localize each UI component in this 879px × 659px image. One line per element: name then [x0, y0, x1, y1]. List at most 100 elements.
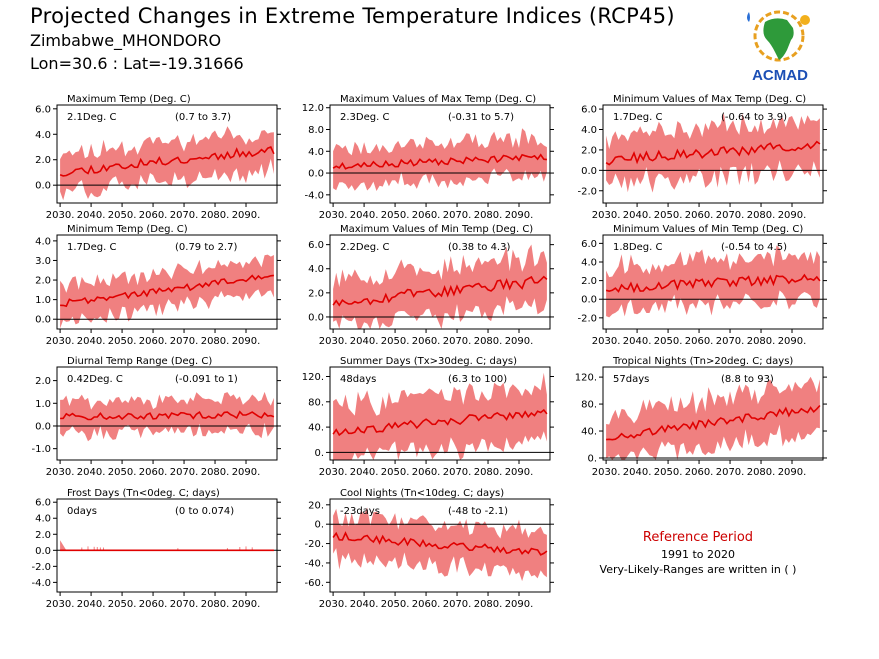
x-tick-label: 2080. [474, 336, 503, 347]
y-tick-label: 8.0 [308, 125, 324, 136]
likely-range-label: (8.8 to 93) [721, 374, 774, 385]
y-tick-label: 2.0 [35, 376, 51, 387]
y-tick-label: 0.0 [581, 295, 597, 306]
y-tick-label: 2.0 [35, 276, 51, 287]
y-tick-label: -2.0 [577, 313, 597, 324]
y-tick-label: -4.0 [304, 190, 324, 201]
x-tick-label: 2090. [232, 599, 261, 610]
y-tick-label: 0.0 [35, 421, 51, 432]
x-tick-label: 2080. [201, 599, 230, 610]
y-tick-label: -1.0 [31, 444, 51, 455]
x-tick-label: 2070. [716, 467, 745, 478]
chart-panel: 6.0 4.0 2.0 0.0 -2.0 2030. 2040. 2050. 2060. 2070… [577, 224, 827, 347]
x-tick-label: 2050. [381, 210, 410, 221]
mean-change-label: 1.8Deg. C [613, 242, 662, 253]
chart-title: Maximum Temp (Deg. C) [67, 94, 191, 105]
x-tick-label: 2050. [654, 467, 683, 478]
x-tick-label: 2030. [319, 210, 348, 221]
x-tick-label: 2090. [505, 599, 534, 610]
y-tick-label: 0. [314, 520, 324, 531]
page-title: Projected Changes in Extreme Temperature… [30, 4, 675, 28]
y-tick-label: 0.0 [35, 181, 51, 192]
chart-panel: 120. 80. 40. 0. 2030. 2040. 2050. 2060. 2070. 208… [575, 356, 827, 478]
chart-panel: 6.0 4.0 2.0 0.0 2030. 2040. 2050. 2060. 2070. 208… [35, 94, 281, 221]
x-tick-label: 2070. [170, 210, 199, 221]
y-tick-label: 2.0 [35, 155, 51, 166]
plot-frame [329, 234, 551, 330]
x-tick-label: 2090. [232, 210, 261, 221]
y-tick-label: 0. [587, 453, 597, 464]
x-tick-label: 2080. [474, 210, 503, 221]
x-tick-label: 2050. [381, 336, 410, 347]
likely-range-label: (-48 to -2.1) [448, 506, 508, 517]
x-tick-label: 2090. [505, 467, 534, 478]
chart-panel: 120. 80. 40. 0. 2030. 2040. 2050. 2060. 2070. 208… [302, 356, 554, 478]
x-tick-label: 2060. [139, 599, 168, 610]
mean-change-label: -23days [340, 506, 380, 517]
chart-title: Minimum Temp (Deg. C) [67, 224, 188, 235]
logo-text: ACMAD [752, 67, 808, 84]
y-tick-label: 6.0 [35, 104, 51, 115]
x-tick-label: 2090. [505, 336, 534, 347]
x-tick-label: 2040. [77, 599, 106, 610]
y-tick-label: 2.0 [35, 530, 51, 541]
chart-title: Cool Nights (Tn<10deg. C; days) [340, 488, 504, 499]
x-tick-label: 2030. [319, 336, 348, 347]
y-tick-label: 120. [575, 373, 597, 384]
x-tick-label: 2040. [77, 336, 106, 347]
y-tick-label: -40. [304, 558, 324, 569]
mean-series-line [332, 153, 548, 170]
y-tick-label: 120. [302, 372, 324, 383]
x-tick-label: 2070. [170, 599, 199, 610]
mean-series-line [605, 140, 821, 166]
x-tick-label: 2050. [108, 599, 137, 610]
range-spike [60, 540, 67, 551]
x-tick-label: 2060. [139, 336, 168, 347]
y-tick-label: 12.0 [302, 103, 324, 114]
likely-range-label: (6.3 to 100) [448, 374, 507, 385]
likely-range-label: (-0.54 to 4.5) [721, 242, 787, 253]
location-name: Zimbabwe_MHONDORO [30, 31, 222, 50]
likely-range-label: (0.7 to 3.7) [175, 112, 231, 123]
y-tick-label: -2.0 [31, 562, 51, 573]
y-tick-label: 40. [308, 423, 324, 434]
y-tick-label: 2.0 [581, 276, 597, 287]
x-tick-label: 2030. [592, 336, 621, 347]
plot-frame [602, 104, 824, 204]
x-tick-label: 2040. [623, 336, 652, 347]
mean-change-label: 1.7Deg. C [67, 242, 116, 253]
africa-map-icon [747, 10, 810, 62]
mean-change-label: 0.42Deg. C [67, 374, 123, 385]
likely-range-label: (-0.31 to 5.7) [448, 112, 514, 123]
x-tick-label: 2060. [412, 599, 441, 610]
x-tick-label: 2060. [685, 210, 714, 221]
plot-frame [56, 498, 278, 593]
x-tick-label: 2070. [443, 336, 472, 347]
plot-frame [329, 104, 551, 204]
y-tick-label: 4.0 [35, 514, 51, 525]
x-tick-label: 2070. [716, 210, 745, 221]
y-tick-label: 2.0 [581, 145, 597, 156]
x-tick-label: 2030. [319, 599, 348, 610]
x-tick-label: 2070. [170, 336, 199, 347]
x-tick-label: 2040. [623, 467, 652, 478]
mean-series-line [605, 273, 821, 294]
likely-range-label: (-0.64 to 3.9) [721, 112, 787, 123]
chart-panel: 12.0 8.0 4.0 0.0 -4.0 2030. 2040. 2050. 2060. 207… [302, 94, 554, 221]
x-tick-label: 2040. [350, 467, 379, 478]
likely-range-label: (0.79 to 2.7) [175, 242, 237, 253]
y-tick-label: 4.0 [308, 264, 324, 275]
x-tick-label: 2090. [778, 467, 807, 478]
reference-title: Reference Period [642, 530, 754, 545]
x-tick-label: 2050. [654, 210, 683, 221]
y-tick-label: 40. [581, 427, 597, 438]
mean-change-label: 0days [67, 506, 97, 517]
x-tick-label: 2070. [716, 336, 745, 347]
x-tick-label: 2030. [46, 599, 75, 610]
chart-title: Frost Days (Tn<0deg. C; days) [67, 488, 220, 499]
x-tick-label: 2070. [170, 467, 199, 478]
y-tick-label: 6.0 [581, 105, 597, 116]
chart-panel: 6.0 4.0 2.0 0.0 2030. 2040. 2050. 2060. 2070. 208… [308, 224, 554, 347]
x-tick-label: 2040. [350, 210, 379, 221]
